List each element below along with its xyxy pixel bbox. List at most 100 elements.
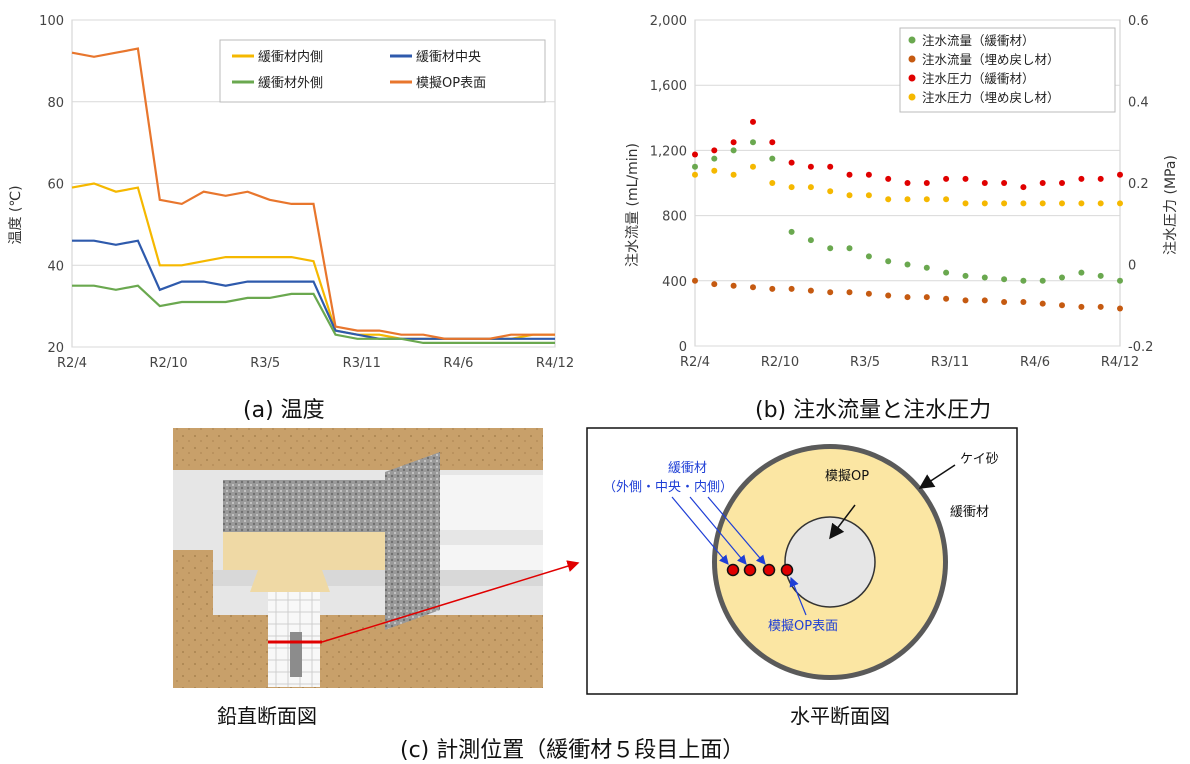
data-point <box>1117 171 1123 178</box>
x-tick-label: R2/4 <box>57 356 87 371</box>
vertical-section-label: 鉛直断面図 <box>217 704 317 728</box>
data-point <box>923 294 930 301</box>
x-tick-label: R4/6 <box>1020 355 1050 370</box>
y-right-tick-label: 0 <box>1128 259 1136 274</box>
data-point <box>750 284 756 291</box>
data-point <box>769 285 776 292</box>
data-point <box>807 163 814 170</box>
data-point <box>885 196 892 203</box>
y-left-tick-label: 800 <box>662 210 687 225</box>
data-point <box>1001 200 1008 207</box>
legend-label: 緩衝材外側 <box>258 76 323 91</box>
data-point <box>923 196 930 203</box>
legend-swatch <box>908 55 916 63</box>
legend-swatch <box>908 74 916 82</box>
series-points <box>692 277 1123 312</box>
data-point <box>962 297 969 304</box>
series-points <box>692 139 1123 284</box>
data-point <box>711 147 718 154</box>
data-point <box>750 139 756 146</box>
data-point <box>788 285 795 292</box>
data-point <box>885 258 892 265</box>
y-right-tick-label: 0.2 <box>1128 177 1149 192</box>
data-point <box>769 180 776 186</box>
data-point <box>846 192 853 199</box>
data-point <box>904 180 911 186</box>
data-point <box>788 159 795 166</box>
data-point <box>827 245 834 252</box>
y-tick-label: 20 <box>47 341 64 356</box>
data-point <box>827 289 834 296</box>
data-point <box>807 287 814 294</box>
legend-label: 注水圧力（緩衝材） <box>922 71 1035 86</box>
data-point <box>788 228 795 235</box>
legend-label: 模擬OP表面 <box>416 75 486 91</box>
horizontal-section-label: 水平断面図 <box>790 704 890 728</box>
data-point <box>981 180 988 186</box>
x-tick-label: R3/5 <box>250 356 280 371</box>
data-point <box>692 151 698 158</box>
data-point <box>730 171 737 178</box>
data-point <box>750 118 756 125</box>
data-point <box>788 184 795 191</box>
data-point <box>1097 272 1104 279</box>
data-point <box>846 171 853 178</box>
data-point <box>1078 269 1085 276</box>
x-tick-label: R4/12 <box>1101 355 1139 370</box>
data-point <box>865 192 872 199</box>
data-point <box>769 139 776 146</box>
legend-label: 緩衝材内側 <box>258 49 323 65</box>
data-point <box>981 297 988 304</box>
legend-swatch <box>908 36 916 44</box>
data-point <box>711 155 718 162</box>
horizontal-section-diagram: 緩衝材 （外側・中央・内側） 模擬OP 模擬OP表面 ケイ砂 緩衝材 <box>586 427 1018 695</box>
data-point <box>981 200 988 207</box>
data-point <box>1059 180 1065 186</box>
data-point <box>1078 303 1085 310</box>
data-point <box>981 274 988 281</box>
data-point <box>904 261 911 268</box>
data-point <box>730 147 737 154</box>
data-point <box>807 237 814 244</box>
y-right-tick-label: 0.6 <box>1128 14 1149 29</box>
data-point <box>1117 305 1123 312</box>
data-point <box>1020 200 1027 207</box>
series-line <box>71 47 555 340</box>
data-point <box>962 175 969 182</box>
data-point <box>923 180 930 186</box>
data-point <box>1059 200 1065 207</box>
x-tick-label: R3/11 <box>931 355 969 370</box>
x-tick-label: R3/11 <box>343 356 381 371</box>
cushion-label-2: （外側・中央・内側） <box>603 479 733 495</box>
x-tick-label: R2/10 <box>149 356 187 371</box>
y-tick-label: 60 <box>47 178 64 193</box>
data-point <box>962 272 969 279</box>
caption-c: (c) 計測位置（緩衝材５段目上面） <box>400 738 745 763</box>
y-tick-label: 100 <box>39 14 64 29</box>
caption-b: (b) 注水流量と注水圧力 <box>755 398 992 423</box>
cushion-label-1: 緩衝材 <box>668 461 707 476</box>
data-point <box>1001 276 1008 283</box>
legend-label: 注水圧力（埋め戻し材） <box>922 90 1060 105</box>
cushion-material-label: 緩衝材 <box>950 505 989 520</box>
legend-swatch <box>908 93 916 101</box>
x-tick-label: R4/12 <box>536 356 574 371</box>
data-point <box>1039 277 1046 284</box>
x-tick-label: R4/6 <box>443 356 473 371</box>
vertical-section-diagram <box>173 428 580 688</box>
data-point <box>1039 300 1046 307</box>
caption-a: (a) 温度 <box>243 398 325 423</box>
data-point <box>1117 277 1123 284</box>
data-point <box>1059 274 1065 281</box>
y-right-tick-label: 0.4 <box>1128 96 1149 111</box>
data-point <box>943 196 950 203</box>
data-point <box>1001 180 1008 186</box>
data-point <box>1020 277 1027 284</box>
data-point <box>692 277 698 284</box>
data-point <box>1078 175 1085 182</box>
data-point <box>711 281 718 288</box>
data-point <box>962 200 969 207</box>
data-point <box>1039 200 1046 207</box>
x-tick-label: R3/5 <box>850 355 880 370</box>
data-point <box>943 295 950 302</box>
